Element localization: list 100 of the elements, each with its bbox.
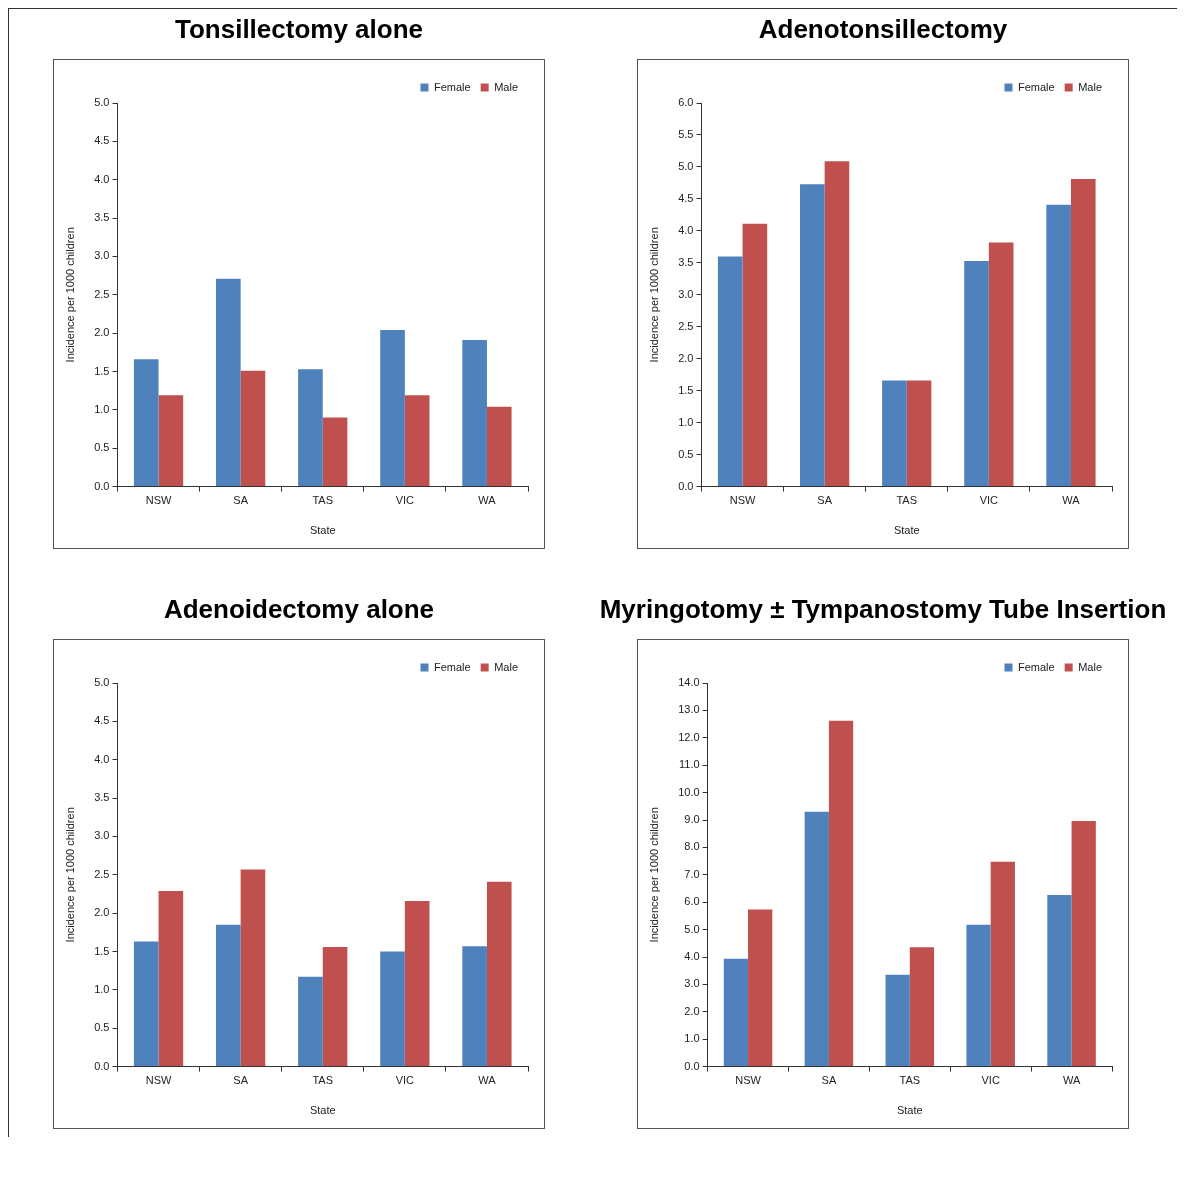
y-tick-label: 0.0 [94, 1059, 110, 1072]
y-tick-label: 3.0 [684, 977, 700, 990]
y-tick-label: 3.5 [94, 211, 110, 224]
y-tick-label: 4.0 [678, 223, 694, 236]
legend-label: Female [1017, 660, 1055, 673]
y-tick-label: 0.0 [678, 479, 694, 492]
chart-title: Adenotonsillectomy [758, 13, 1008, 46]
x-tick-label: TAS [312, 1074, 334, 1087]
legend-label: Male [1078, 660, 1102, 673]
bar [462, 946, 487, 1067]
y-tick-label: 1.0 [684, 1032, 700, 1045]
x-tick-label: VIC [395, 494, 415, 507]
y-tick-label: 0.0 [94, 479, 110, 492]
y-tick-label: 11.0 [679, 758, 700, 771]
y-tick-label: 4.5 [94, 714, 110, 727]
y-tick-label: 2.5 [94, 867, 110, 880]
bar [240, 370, 266, 487]
y-tick-label: 4.5 [94, 134, 110, 147]
bar [462, 340, 487, 487]
x-tick-label: WA [1062, 494, 1081, 507]
y-tick-label: 9.0 [684, 813, 700, 826]
y-axis-title: Incidence per 1000 children [647, 227, 660, 363]
bar [216, 924, 241, 1067]
bar [988, 242, 1014, 487]
y-tick-label: 1.5 [94, 364, 110, 377]
x-tick-label: SA [233, 494, 249, 507]
x-tick-label: TAS [896, 494, 918, 507]
y-axis-title: Incidence per 1000 children [63, 807, 76, 943]
y-tick-label: 0.5 [94, 1021, 110, 1034]
x-tick-label: VIC [981, 1074, 1000, 1087]
y-tick-label: 13.0 [678, 703, 700, 716]
y-tick-label: 12.0 [678, 730, 700, 743]
y-axis-title: Incidence per 1000 children [647, 807, 660, 943]
bar [322, 417, 348, 487]
bar [1071, 821, 1096, 1067]
y-tick-label: 2.0 [684, 1004, 700, 1017]
bar [322, 946, 348, 1067]
y-tick-label: 5.5 [678, 128, 694, 140]
bar [828, 720, 854, 1067]
x-tick-label: NSW [145, 494, 172, 507]
bar [906, 380, 932, 487]
y-tick-label: 2.5 [678, 319, 694, 332]
y-tick-label: 2.0 [94, 326, 110, 339]
y-tick-label: 3.0 [678, 287, 694, 300]
bar [1047, 895, 1072, 1067]
x-tick-label: VIC [979, 494, 999, 507]
y-tick-label: 2.0 [94, 906, 110, 919]
y-tick-label: 0.5 [678, 447, 694, 460]
x-tick-label: WA [478, 494, 497, 507]
y-tick-label: 3.5 [94, 791, 110, 804]
x-tick-label: WA [478, 1074, 497, 1087]
bar [158, 395, 184, 487]
y-tick-label: 10.0 [678, 785, 700, 798]
x-tick-label: WA [1062, 1074, 1081, 1087]
y-tick-label: 7.0 [684, 867, 700, 880]
y-tick-label: 5.0 [678, 159, 694, 172]
x-tick-label: TAS [899, 1074, 921, 1087]
x-tick-label: NSW [145, 1074, 172, 1087]
bar [380, 951, 405, 1067]
bar [723, 958, 749, 1067]
y-tick-label: 0.0 [684, 1059, 700, 1072]
x-tick-label: VIC [395, 1074, 415, 1087]
x-axis-title: State [309, 524, 336, 537]
x-tick-label: SA [233, 1074, 249, 1087]
bar [748, 909, 773, 1067]
legend-label: Female [1017, 80, 1055, 93]
bar [882, 380, 907, 487]
y-tick-label: 1.5 [94, 944, 110, 957]
y-tick-label: 6.0 [678, 96, 694, 109]
bar [885, 974, 910, 1067]
bar [824, 161, 850, 487]
bar [804, 811, 829, 1067]
y-tick-label: 2.0 [678, 351, 694, 364]
chart-title: Tonsillectomy alone [174, 13, 423, 46]
bar [800, 184, 825, 487]
bar [486, 406, 512, 487]
y-tick-label: 1.0 [94, 402, 110, 415]
x-tick-label: NSW [729, 494, 756, 507]
y-tick-label: 6.0 [684, 895, 700, 908]
y-tick-label: 5.0 [94, 96, 110, 109]
bar [717, 256, 743, 487]
legend-label: Female [433, 80, 471, 93]
bar [133, 941, 159, 1067]
bar [909, 947, 935, 1067]
y-tick-label: 3.0 [94, 829, 110, 842]
y-tick-label: 2.5 [94, 287, 110, 300]
bar [404, 900, 430, 1067]
bar [216, 278, 241, 487]
bar [990, 861, 1015, 1067]
legend-label: Male [494, 660, 518, 673]
bar [380, 330, 405, 487]
y-tick-label: 8.0 [684, 840, 700, 853]
x-tick-label: SA [817, 494, 833, 507]
y-tick-label: 0.5 [94, 441, 110, 454]
y-tick-label: 5.0 [684, 922, 700, 935]
bar [966, 924, 991, 1067]
chart-title: Adenoidectomy alone [163, 593, 435, 626]
bar [298, 976, 323, 1067]
legend-label: Male [1078, 80, 1102, 93]
chart-title: Myringotomy ± Tympanostomy Tube Insertion [599, 593, 1167, 626]
